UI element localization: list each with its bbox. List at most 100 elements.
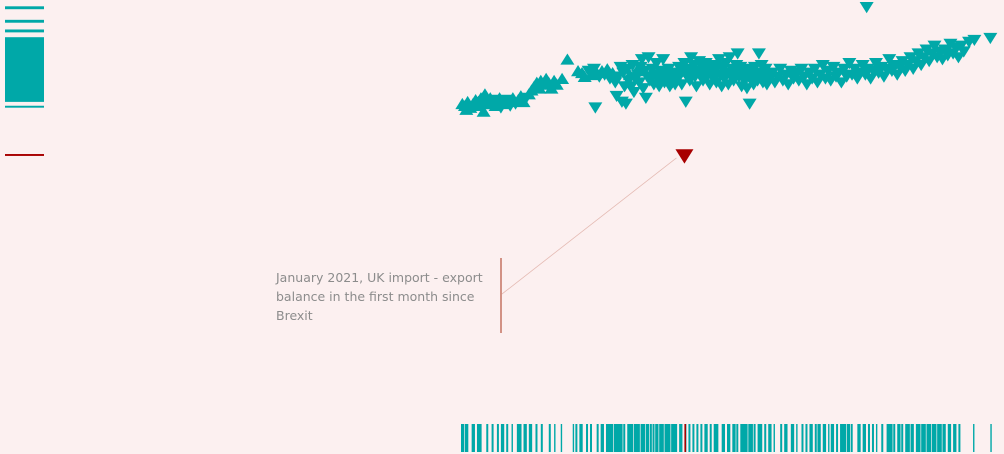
data-point: [758, 63, 773, 76]
x-distribution-highlight: [684, 424, 687, 452]
data-point: [938, 44, 953, 56]
data-point: [674, 79, 689, 91]
data-point: [863, 73, 878, 85]
x-distribution-bar: [613, 424, 623, 452]
x-distribution-bar: [496, 424, 499, 452]
x-distribution-bar: [476, 424, 482, 452]
data-point: [649, 58, 664, 70]
x-distribution-bar: [664, 424, 671, 452]
data-point: [951, 52, 966, 64]
x-distribution-bar: [905, 424, 910, 452]
data-point: [730, 48, 745, 60]
data-point: [618, 98, 633, 110]
x-distribution-bar: [801, 424, 804, 452]
x-distribution-bar: [805, 424, 808, 452]
data-point: [876, 71, 891, 83]
scatter-points: [455, 2, 998, 164]
x-distribution-bar: [784, 424, 788, 452]
x-distribution-bar: [655, 424, 659, 452]
highlight-data-point: [675, 149, 694, 164]
x-distribution-bar: [500, 424, 505, 452]
data-point: [641, 52, 656, 64]
x-distribution-bar: [596, 424, 599, 452]
data-point: [751, 48, 766, 60]
y-distribution-bar: [5, 6, 44, 10]
x-distribution-bar: [850, 424, 853, 452]
x-distribution-bar: [817, 424, 821, 452]
x-distribution-bar: [809, 424, 813, 452]
x-distribution-bar: [814, 424, 817, 452]
x-distribution-bar: [921, 424, 926, 452]
x-distribution-bar: [764, 424, 767, 452]
x-distribution-bar: [528, 424, 533, 452]
data-point: [834, 77, 849, 89]
x-distribution-bar: [947, 424, 952, 452]
data-point: [516, 95, 531, 108]
x-distribution-bar: [659, 424, 664, 452]
y-distribution-bar: [5, 19, 44, 23]
x-distribution-bar: [901, 424, 904, 452]
data-point: [624, 81, 639, 93]
data-point: [661, 63, 676, 76]
x-distribution-bar: [590, 424, 593, 452]
x-distribution-bar: [713, 424, 719, 452]
x-distribution-bar: [554, 424, 556, 452]
data-point: [555, 72, 570, 84]
x-distribution-bar: [560, 424, 563, 452]
data-point: [678, 96, 693, 108]
y-distribution-highlight: [5, 154, 44, 156]
data-point: [890, 69, 905, 81]
x-distribution-bar: [700, 424, 703, 452]
data-point: [587, 63, 601, 76]
x-distribution-bar: [840, 424, 847, 452]
data-point: [632, 77, 647, 89]
data-point: [636, 83, 651, 95]
x-distribution-bar: [540, 424, 543, 452]
x-distribution-bar: [886, 424, 893, 452]
x-distribution-bar: [645, 424, 650, 452]
data-point: [983, 32, 998, 45]
x-distribution-bar: [649, 424, 652, 452]
data-point: [742, 98, 757, 110]
x-distribution-bar: [516, 424, 522, 452]
x-distribution-bar: [748, 424, 753, 452]
x-distribution-bar: [652, 424, 655, 452]
data-point: [859, 2, 874, 14]
y-distribution-strip: [5, 6, 44, 156]
x-distribution-bar: [768, 424, 772, 452]
data-point: [794, 63, 809, 76]
data-point: [656, 54, 671, 66]
data-point: [588, 102, 603, 114]
data-point: [637, 65, 652, 77]
x-distribution-bar: [830, 424, 835, 452]
y-distribution-bar: [5, 105, 44, 108]
data-point: [810, 77, 825, 89]
data-point: [560, 53, 575, 65]
data-point: [967, 34, 982, 47]
x-distribution-bar: [486, 424, 489, 452]
x-distribution-bar: [511, 424, 513, 452]
x-distribution-bar: [937, 424, 942, 452]
data-point: [799, 79, 814, 91]
data-point: [638, 92, 653, 104]
x-distribution-bar: [958, 424, 961, 452]
x-distribution-bar: [893, 424, 896, 452]
x-distribution-bar: [740, 424, 748, 452]
x-distribution-bar: [633, 424, 640, 452]
x-distribution-bar: [572, 424, 575, 452]
x-distribution-bar: [867, 424, 870, 452]
data-point: [807, 63, 822, 76]
data-point: [549, 78, 564, 90]
data-point: [842, 58, 857, 70]
data-point: [712, 54, 727, 66]
x-distribution-bar: [822, 424, 827, 452]
x-distribution-bar: [600, 424, 604, 452]
x-distribution-bar: [753, 424, 756, 452]
x-distribution-bar: [671, 424, 678, 452]
data-point: [626, 86, 641, 99]
annotation-connector-line: [501, 157, 677, 295]
x-distribution-bar: [846, 424, 851, 452]
annotation-text: January 2021, UK import - export balance…: [276, 270, 483, 323]
x-distribution-bar: [727, 424, 731, 452]
